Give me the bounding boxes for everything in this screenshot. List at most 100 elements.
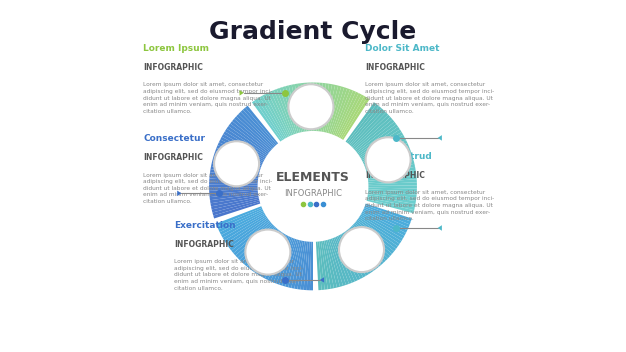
Wedge shape: [217, 145, 262, 166]
Text: Lorem ipsum dolor sit amet, consectetur
adipiscing elit, sed do eiusmod tempor i: Lorem ipsum dolor sit amet, consectetur …: [365, 82, 494, 114]
Text: INFOGRAPHIC: INFOGRAPHIC: [143, 63, 203, 73]
Wedge shape: [363, 143, 409, 165]
Wedge shape: [324, 240, 337, 288]
Wedge shape: [349, 108, 384, 146]
Text: Quis Nostrud: Quis Nostrud: [365, 152, 432, 161]
Wedge shape: [364, 146, 410, 166]
Wedge shape: [367, 164, 415, 176]
Wedge shape: [326, 86, 341, 133]
Wedge shape: [354, 117, 393, 151]
Wedge shape: [307, 82, 312, 131]
Wedge shape: [213, 154, 260, 171]
Wedge shape: [301, 83, 308, 131]
Wedge shape: [212, 200, 260, 215]
Wedge shape: [209, 187, 258, 191]
Wedge shape: [339, 94, 364, 138]
Wedge shape: [268, 92, 290, 137]
Text: INFOGRAPHIC: INFOGRAPHIC: [175, 240, 234, 249]
Text: Consectetur: Consectetur: [143, 134, 205, 143]
Wedge shape: [209, 178, 258, 184]
Wedge shape: [368, 173, 416, 181]
Wedge shape: [240, 110, 275, 147]
Wedge shape: [365, 152, 412, 169]
Text: ELEMENTS: ELEMENTS: [276, 171, 350, 184]
Wedge shape: [326, 240, 340, 288]
Wedge shape: [212, 199, 259, 213]
Wedge shape: [332, 238, 352, 284]
Wedge shape: [358, 217, 399, 246]
Wedge shape: [368, 179, 417, 184]
Wedge shape: [368, 182, 417, 186]
Wedge shape: [341, 96, 367, 139]
Wedge shape: [310, 82, 314, 131]
Wedge shape: [297, 241, 306, 290]
Wedge shape: [220, 211, 264, 235]
Wedge shape: [254, 232, 283, 274]
Text: INFOGRAPHIC: INFOGRAPHIC: [143, 153, 203, 163]
Wedge shape: [360, 132, 403, 159]
Wedge shape: [330, 87, 347, 134]
Wedge shape: [347, 104, 379, 144]
Wedge shape: [359, 216, 401, 244]
Wedge shape: [333, 89, 353, 135]
Wedge shape: [367, 167, 416, 177]
Wedge shape: [218, 209, 264, 232]
Wedge shape: [365, 203, 412, 221]
Text: Lorem Ipsum: Lorem Ipsum: [143, 44, 209, 54]
Text: INFOGRAPHIC: INFOGRAPHIC: [365, 171, 425, 180]
Wedge shape: [367, 194, 416, 204]
Wedge shape: [349, 227, 384, 265]
Wedge shape: [220, 137, 264, 161]
Circle shape: [339, 227, 384, 272]
Text: INFOGRAPHIC: INFOGRAPHIC: [284, 189, 342, 198]
Wedge shape: [252, 101, 282, 142]
Wedge shape: [279, 239, 297, 286]
Text: Gradient Cycle: Gradient Cycle: [209, 20, 417, 44]
Wedge shape: [363, 208, 409, 230]
Wedge shape: [367, 199, 414, 213]
Text: Exercitation: Exercitation: [175, 221, 236, 230]
Wedge shape: [215, 148, 262, 168]
Wedge shape: [356, 119, 394, 152]
Wedge shape: [216, 206, 262, 227]
Wedge shape: [342, 98, 369, 140]
Wedge shape: [212, 157, 260, 172]
Wedge shape: [210, 194, 259, 203]
Wedge shape: [361, 213, 404, 238]
Wedge shape: [285, 240, 300, 287]
Wedge shape: [230, 121, 270, 153]
Wedge shape: [230, 219, 269, 251]
Wedge shape: [351, 226, 386, 263]
Circle shape: [214, 141, 259, 186]
Wedge shape: [244, 228, 277, 266]
Wedge shape: [342, 232, 371, 274]
Polygon shape: [320, 277, 324, 283]
Wedge shape: [319, 241, 328, 290]
Wedge shape: [353, 224, 390, 258]
Wedge shape: [262, 94, 287, 138]
Wedge shape: [300, 241, 308, 290]
Wedge shape: [240, 226, 275, 262]
Text: Dolor Sit Amet: Dolor Sit Amet: [365, 44, 439, 54]
Wedge shape: [209, 185, 257, 188]
Wedge shape: [210, 195, 259, 206]
Wedge shape: [337, 93, 361, 137]
Wedge shape: [357, 124, 398, 155]
Wedge shape: [227, 126, 268, 156]
Wedge shape: [323, 84, 335, 132]
Wedge shape: [234, 117, 272, 150]
Wedge shape: [334, 90, 356, 136]
Wedge shape: [214, 151, 261, 169]
Text: E: E: [235, 160, 244, 173]
Wedge shape: [348, 106, 381, 145]
Polygon shape: [438, 225, 442, 231]
Wedge shape: [210, 169, 259, 179]
Wedge shape: [368, 188, 417, 192]
Wedge shape: [344, 231, 374, 272]
Wedge shape: [209, 190, 258, 197]
Wedge shape: [365, 149, 411, 168]
Wedge shape: [359, 129, 401, 157]
Wedge shape: [318, 83, 326, 131]
Wedge shape: [367, 197, 415, 210]
Wedge shape: [317, 83, 323, 131]
